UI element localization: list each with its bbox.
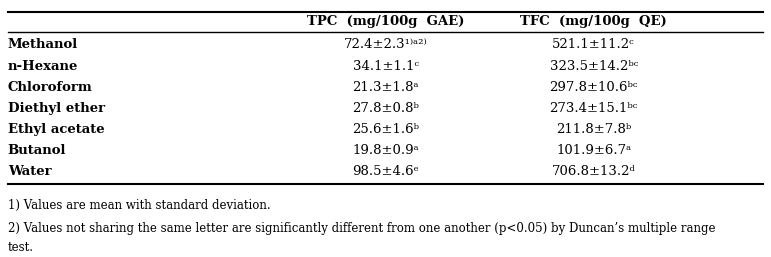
Text: Chloroform: Chloroform — [8, 81, 93, 94]
Text: 2) Values not sharing the same letter are significantly different from one anoth: 2) Values not sharing the same letter ar… — [8, 222, 715, 235]
Text: TFC  (mg/100g  QE): TFC (mg/100g QE) — [520, 15, 667, 28]
Text: Water: Water — [8, 165, 52, 178]
Text: 72.4±2.3¹⁾ᵃ²⁾: 72.4±2.3¹⁾ᵃ²⁾ — [344, 39, 427, 51]
Text: 101.9±6.7ᵃ: 101.9±6.7ᵃ — [556, 144, 631, 157]
Text: 273.4±15.1ᵇᶜ: 273.4±15.1ᵇᶜ — [550, 102, 638, 115]
Text: 297.8±10.6ᵇᶜ: 297.8±10.6ᵇᶜ — [550, 81, 638, 94]
Text: 521.1±11.2ᶜ: 521.1±11.2ᶜ — [552, 39, 635, 51]
Text: Butanol: Butanol — [8, 144, 66, 157]
Text: n-Hexane: n-Hexane — [8, 60, 78, 72]
Text: 1) Values are mean with standard deviation.: 1) Values are mean with standard deviati… — [8, 199, 271, 212]
Text: Methanol: Methanol — [8, 39, 78, 51]
Text: 19.8±0.9ᵃ: 19.8±0.9ᵃ — [352, 144, 419, 157]
Text: test.: test. — [8, 241, 34, 254]
Text: 25.6±1.6ᵇ: 25.6±1.6ᵇ — [352, 123, 419, 136]
Text: 34.1±1.1ᶜ: 34.1±1.1ᶜ — [352, 60, 419, 72]
Text: TPC  (mg/100g  GAE): TPC (mg/100g GAE) — [307, 15, 464, 28]
Text: 706.8±13.2ᵈ: 706.8±13.2ᵈ — [552, 165, 635, 178]
Text: 211.8±7.8ᵇ: 211.8±7.8ᵇ — [556, 123, 631, 136]
Text: 21.3±1.8ᵃ: 21.3±1.8ᵃ — [352, 81, 419, 94]
Text: 323.5±14.2ᵇᶜ: 323.5±14.2ᵇᶜ — [550, 60, 638, 72]
Text: 98.5±4.6ᵉ: 98.5±4.6ᵉ — [352, 165, 419, 178]
Text: Ethyl acetate: Ethyl acetate — [8, 123, 104, 136]
Text: 27.8±0.8ᵇ: 27.8±0.8ᵇ — [352, 102, 419, 115]
Text: Diethyl ether: Diethyl ether — [8, 102, 105, 115]
